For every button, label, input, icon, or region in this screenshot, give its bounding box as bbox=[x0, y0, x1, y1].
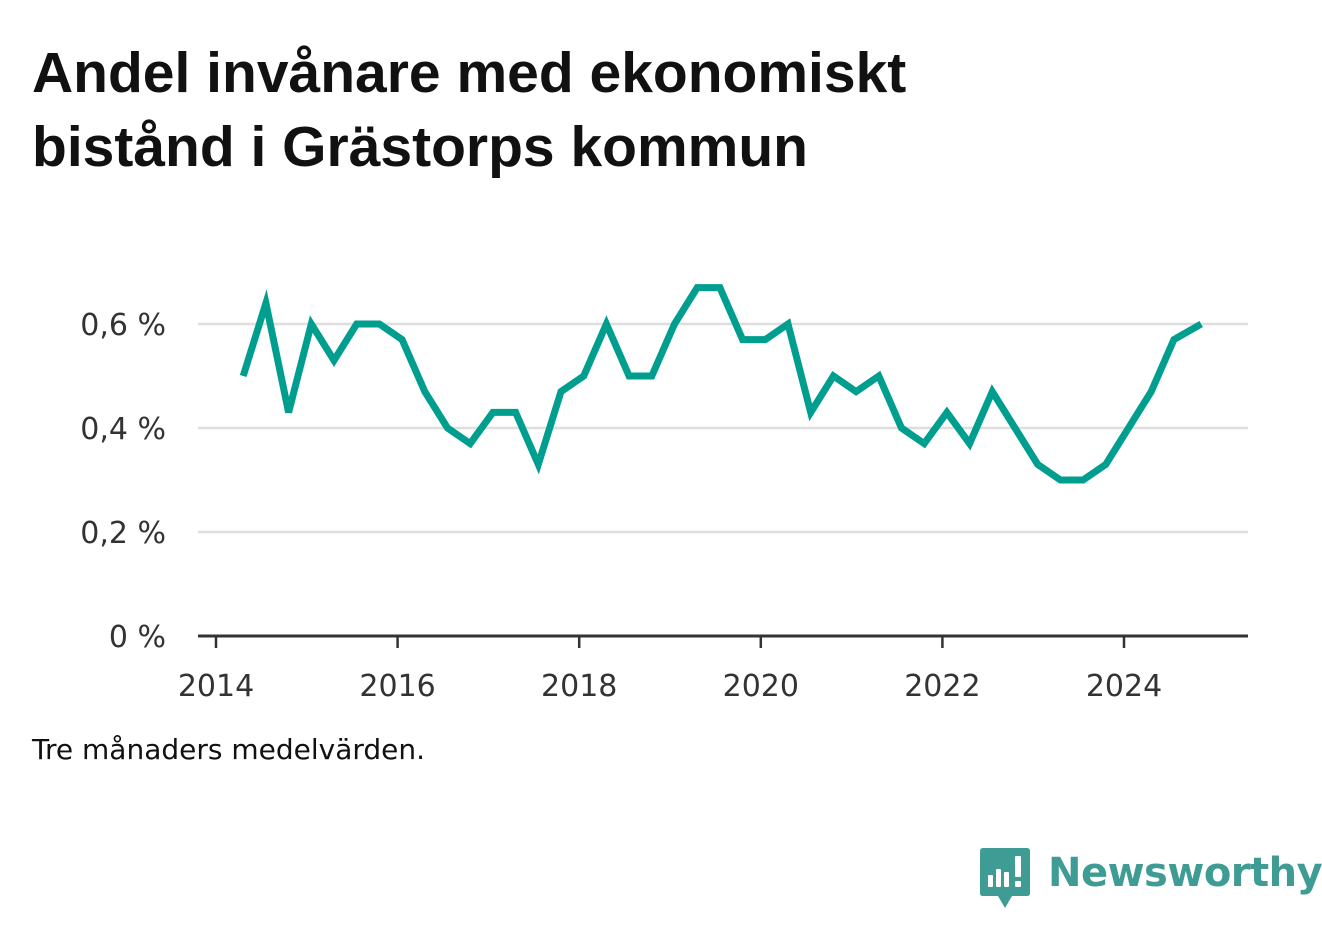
x-tick-label: 2014 bbox=[178, 669, 254, 704]
x-tick-label: 2022 bbox=[904, 669, 980, 704]
newsworthy-logo-icon bbox=[980, 848, 1030, 908]
y-tick-label: 0 % bbox=[109, 620, 166, 655]
y-tick-label: 0,2 % bbox=[80, 516, 166, 551]
chart-title-line-1: Andel invånare med ekonomiskt bbox=[32, 41, 907, 105]
brand-name: Newsworthy bbox=[1048, 850, 1322, 896]
chart-title: Andel invånare med ekonomiskt bistånd i … bbox=[32, 36, 1232, 184]
gridlines bbox=[198, 322, 1248, 534]
x-tick-label: 2016 bbox=[359, 669, 435, 704]
x-tick-label: 2024 bbox=[1086, 669, 1162, 704]
x-tick-label: 2018 bbox=[541, 669, 617, 704]
brand-logo: Newsworthy bbox=[980, 848, 1322, 912]
y-tick-label: 0,4 % bbox=[80, 412, 166, 447]
chart-note: Tre månaders medelvärden. bbox=[32, 733, 426, 766]
y-axis-labels: 0 % 0,2 % 0,4 % 0,6 % bbox=[80, 308, 166, 655]
x-axis: 2014 2016 2018 2020 2022 2024 bbox=[178, 634, 1248, 704]
y-tick-label: 0,6 % bbox=[80, 308, 166, 343]
chart-title-line-2: bistånd i Grästorps kommun bbox=[32, 115, 808, 179]
series-group bbox=[239, 284, 1203, 484]
series-line bbox=[239, 284, 1203, 484]
x-tick-label: 2020 bbox=[723, 669, 799, 704]
